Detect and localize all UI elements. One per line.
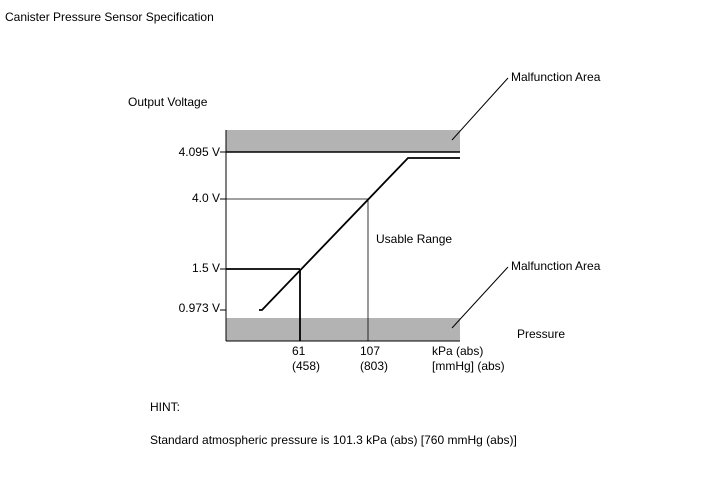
malfunction-label: Malfunction Area	[511, 259, 601, 273]
y-axis-label: Output Voltage	[128, 95, 208, 109]
usable-range: Usable Range	[376, 232, 452, 246]
hint-text: Standard atmospheric pressure is 101.3 k…	[150, 433, 517, 447]
hint-label: HINT:	[150, 400, 180, 414]
axes	[220, 77, 509, 342]
x-label: (803)	[360, 359, 388, 373]
title: Canister Pressure Sensor Specification	[5, 10, 214, 24]
malfunction-band	[226, 130, 460, 152]
malfunction-label: Malfunction Area	[511, 70, 601, 84]
y-label: 1.5 V	[192, 261, 220, 275]
x-unit: [mmHg] (abs)	[432, 359, 505, 373]
y-label: 4.0 V	[192, 191, 220, 205]
x-label: 107	[360, 344, 380, 358]
x-label: (458)	[292, 359, 320, 373]
x-label: 61	[292, 344, 306, 358]
x-unit: kPa (abs)	[432, 344, 483, 358]
y-label: 4.095 V	[179, 145, 220, 159]
x-axis-label: Pressure	[517, 327, 565, 341]
malfunction-band	[226, 318, 460, 341]
y-label: 0.973 V	[179, 301, 220, 315]
